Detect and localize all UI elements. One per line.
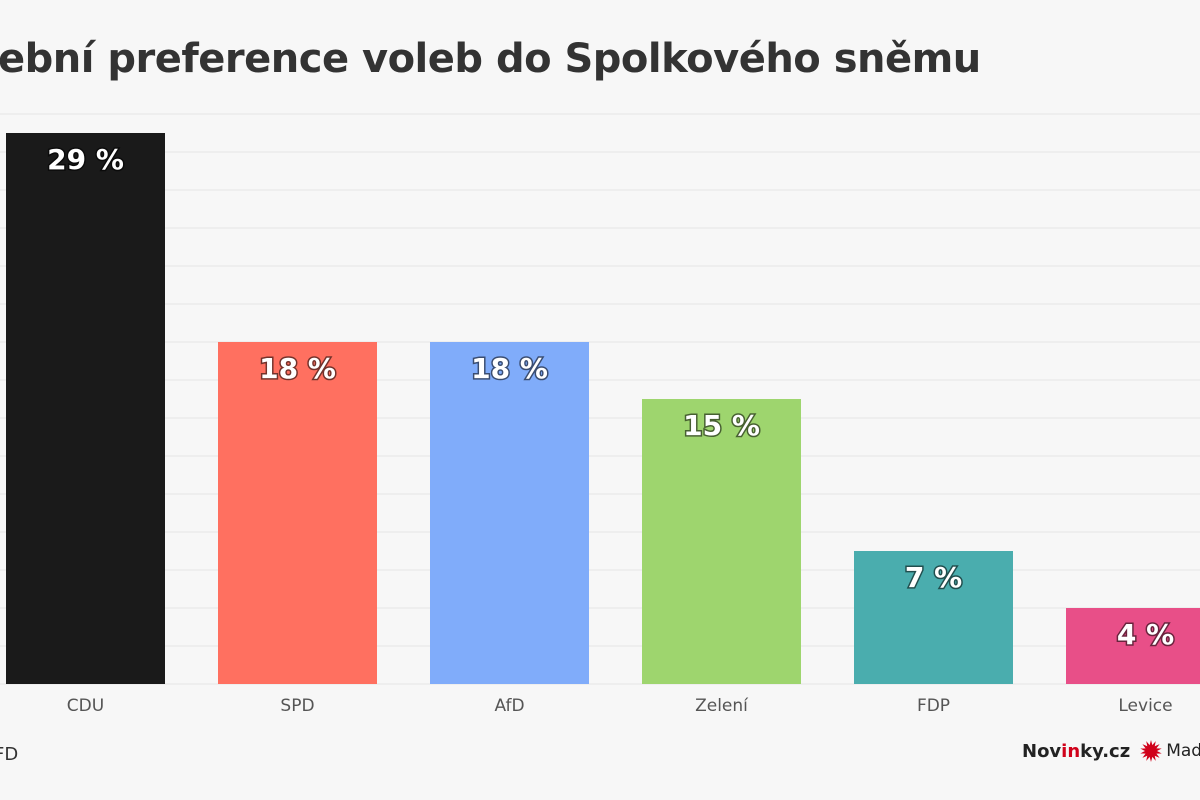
value-label: 18 % (259, 352, 336, 385)
novinky-logo: Novinky.cz (1022, 740, 1131, 762)
bars (6, 133, 1200, 684)
burst-star-icon (1140, 740, 1162, 762)
grid-lines (0, 113, 1200, 685)
bar-afd (430, 342, 589, 684)
value-label: 29 % (47, 143, 124, 176)
bar-cdu (6, 133, 165, 684)
value-label: 15 % (683, 409, 760, 442)
value-label: 7 % (905, 561, 962, 594)
bar-zelení (642, 399, 801, 684)
source-text: FD (0, 744, 19, 765)
category-label: Levice (1118, 696, 1172, 716)
category-labels: CDU SPD AfD Zelení FDP Levice (67, 696, 1173, 716)
brand: Novinky.cz Made w (1022, 740, 1200, 762)
category-label: AfD (494, 696, 524, 716)
category-label: CDU (67, 696, 104, 716)
chart-title: ební preference voleb do Spolkového sněm… (0, 36, 981, 82)
bar-spd (218, 342, 377, 684)
burst-star-shape (1140, 740, 1162, 762)
category-label: FDP (917, 696, 950, 716)
bar-levice (1066, 608, 1200, 684)
value-label: 18 % (471, 352, 548, 385)
bar-fdp (854, 551, 1013, 684)
made-with-text: Made w (1166, 741, 1200, 761)
bar-chart: 29 % 18 % 18 % 15 % 7 % 4 % CDU SPD AfD Zelení FD… (0, 113, 1200, 716)
value-labels: 29 % 18 % 18 % 15 % 7 % 4 % (46, 142, 1176, 653)
category-label: SPD (280, 696, 314, 716)
value-label: 4 % (1117, 618, 1174, 651)
category-label: Zelení (695, 696, 749, 716)
